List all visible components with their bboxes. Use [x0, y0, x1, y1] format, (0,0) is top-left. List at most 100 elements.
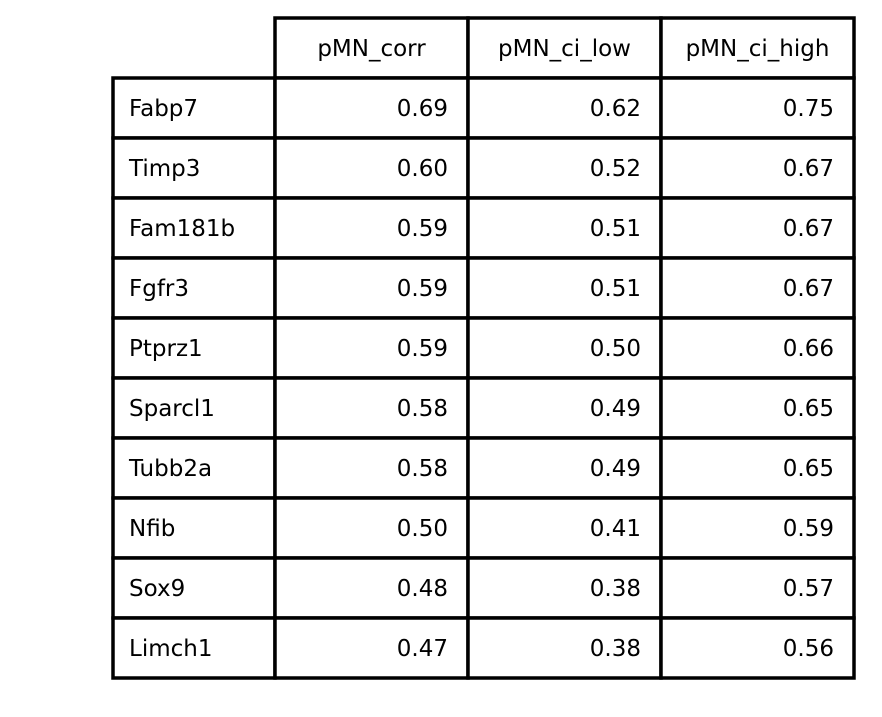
- value-cell-border: [659, 436, 856, 500]
- value-cell: 0.56: [659, 616, 856, 680]
- value-cell-border: [466, 196, 663, 260]
- value-cell: 0.52: [466, 136, 663, 200]
- cell-value: 0.65: [783, 396, 834, 422]
- value-cell-border: [466, 76, 663, 140]
- cell-value: 0.51: [590, 216, 641, 242]
- cell-value: 0.50: [397, 516, 448, 542]
- cell-value: 0.67: [783, 276, 834, 302]
- row-label: Sox9: [129, 576, 185, 602]
- row-label-cell: Sox9: [111, 556, 277, 620]
- value-cell: 0.48: [273, 556, 470, 620]
- value-cell: 0.49: [466, 436, 663, 500]
- column-header-label: pMN_corr: [317, 36, 426, 62]
- row-label-cell: Fabp7: [111, 76, 277, 140]
- row-label-border: [111, 136, 277, 200]
- value-cell-border: [273, 436, 470, 500]
- table-row: Limch1 0.47 0.38 0.56: [111, 616, 856, 680]
- value-cell: 0.65: [659, 376, 856, 440]
- table-row: Fabp7 0.69 0.62 0.75: [111, 76, 856, 140]
- value-cell: 0.59: [273, 196, 470, 260]
- table-row: Tubb2a 0.58 0.49 0.65: [111, 436, 856, 500]
- cell-value: 0.38: [590, 576, 641, 602]
- value-cell-border: [659, 316, 856, 380]
- cell-value: 0.48: [397, 576, 448, 602]
- row-label-border: [111, 556, 277, 620]
- header-cell: pMN_ci_high: [659, 16, 856, 80]
- value-cell: 0.41: [466, 496, 663, 560]
- cell-value: 0.59: [397, 216, 448, 242]
- row-label-cell: Fgfr3: [111, 256, 277, 320]
- row-label: Fam181b: [129, 216, 235, 242]
- table-row: Fam181b 0.59 0.51 0.67: [111, 196, 856, 260]
- value-cell: 0.75: [659, 76, 856, 140]
- value-cell-border: [659, 256, 856, 320]
- row-label-cell: Sparcl1: [111, 376, 277, 440]
- row-label-cell: Tubb2a: [111, 436, 277, 500]
- cell-value: 0.52: [590, 156, 641, 182]
- value-cell: 0.50: [273, 496, 470, 560]
- table-row: Nfib 0.50 0.41 0.59: [111, 496, 856, 560]
- row-label-cell: Limch1: [111, 616, 277, 680]
- cell-value: 0.59: [397, 276, 448, 302]
- value-cell: 0.38: [466, 556, 663, 620]
- cell-value: 0.56: [783, 636, 834, 662]
- cell-value: 0.69: [397, 96, 448, 122]
- value-cell: 0.57: [659, 556, 856, 620]
- row-label-border: [111, 256, 277, 320]
- row-label-border: [111, 616, 277, 680]
- column-headers: pMN_corr pMN_ci_low pMN_ci_high: [273, 16, 856, 80]
- cell-value: 0.57: [783, 576, 834, 602]
- cell-value: 0.62: [590, 96, 641, 122]
- row-label: Limch1: [129, 636, 212, 662]
- value-cell: 0.67: [659, 256, 856, 320]
- value-cell: 0.66: [659, 316, 856, 380]
- cell-value: 0.66: [783, 336, 834, 362]
- header-cell: pMN_corr: [273, 16, 470, 80]
- row-label: Fabp7: [129, 96, 198, 122]
- cell-value: 0.58: [397, 456, 448, 482]
- value-cell: 0.62: [466, 76, 663, 140]
- table-row: Timp3 0.60 0.52 0.67: [111, 136, 856, 200]
- value-cell-border: [466, 316, 663, 380]
- cell-value: 0.38: [590, 636, 641, 662]
- value-cell: 0.67: [659, 136, 856, 200]
- value-cell-border: [273, 316, 470, 380]
- row-label: Ptprz1: [129, 336, 203, 362]
- value-cell: 0.51: [466, 196, 663, 260]
- value-cell: 0.69: [273, 76, 470, 140]
- table-row: Fgfr3 0.59 0.51 0.67: [111, 256, 856, 320]
- value-cell: 0.47: [273, 616, 470, 680]
- row-label: Tubb2a: [128, 456, 212, 482]
- cell-value: 0.65: [783, 456, 834, 482]
- row-label: Timp3: [128, 156, 200, 182]
- cell-value: 0.49: [590, 456, 641, 482]
- cell-value: 0.47: [397, 636, 448, 662]
- table-row: Sox9 0.48 0.38 0.57: [111, 556, 856, 620]
- row-label: Sparcl1: [129, 396, 215, 422]
- value-cell: 0.50: [466, 316, 663, 380]
- cell-value: 0.60: [397, 156, 448, 182]
- row-label-border: [111, 196, 277, 260]
- row-label: Fgfr3: [129, 276, 189, 302]
- value-cell: 0.49: [466, 376, 663, 440]
- value-cell-border: [659, 616, 856, 680]
- row-label-border: [111, 316, 277, 380]
- cell-value: 0.58: [397, 396, 448, 422]
- value-cell-border: [659, 136, 856, 200]
- value-cell: 0.38: [466, 616, 663, 680]
- value-cell: 0.58: [273, 376, 470, 440]
- value-cell: 0.67: [659, 196, 856, 260]
- value-cell-border: [273, 616, 470, 680]
- value-cell: 0.51: [466, 256, 663, 320]
- cell-value: 0.59: [783, 516, 834, 542]
- cell-value: 0.49: [590, 396, 641, 422]
- cell-value: 0.41: [590, 516, 641, 542]
- value-cell: 0.59: [273, 316, 470, 380]
- value-cell-border: [466, 136, 663, 200]
- header-cell: pMN_ci_low: [466, 16, 663, 80]
- value-cell-border: [273, 256, 470, 320]
- row-label-cell: Timp3: [111, 136, 277, 200]
- cell-value: 0.67: [783, 156, 834, 182]
